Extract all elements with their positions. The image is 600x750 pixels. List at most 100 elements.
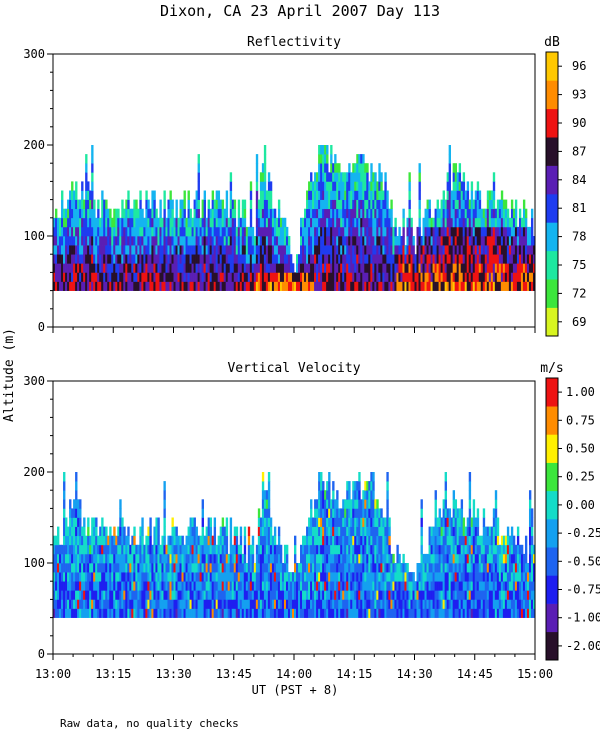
heatmap-cell: [514, 245, 518, 255]
heatmap-cell: [494, 508, 498, 518]
heatmap-cell: [133, 608, 136, 618]
heatmap-cell: [153, 263, 156, 273]
heatmap-cell: [448, 236, 451, 246]
heatmap-cell: [402, 263, 405, 273]
heatmap-cell: [404, 245, 407, 255]
colorbar-unit: dB: [544, 35, 560, 50]
heatmap-cell: [219, 563, 223, 573]
heatmap-cell: [223, 281, 227, 291]
heatmap-cell: [388, 245, 391, 255]
heatmap-cell: [370, 254, 373, 264]
heatmap-cell: [147, 581, 150, 591]
heatmap-cell: [500, 281, 504, 291]
heatmap-cell: [163, 508, 166, 518]
heatmap-cell: [231, 272, 235, 282]
heatmap-cell: [117, 526, 120, 537]
heatmap-cell: [372, 508, 375, 518]
heatmap-cell: [81, 226, 84, 237]
heatmap-cell: [326, 217, 329, 228]
heatmap-cell: [61, 581, 64, 591]
heatmap-cell: [223, 572, 227, 582]
heatmap-cell: [217, 199, 221, 210]
heatmap-cell: [171, 599, 174, 609]
heatmap-cell: [498, 236, 502, 246]
heatmap-cell: [464, 563, 468, 573]
heatmap-cell: [334, 236, 337, 246]
heatmap-cell: [175, 245, 178, 255]
heatmap-cell: [308, 208, 311, 219]
heatmap-cell: [352, 581, 355, 591]
heatmap-cell: [336, 272, 339, 282]
heatmap-cell: [340, 608, 343, 618]
heatmap-cell: [57, 281, 60, 291]
heatmap-cell: [462, 590, 466, 600]
heatmap-cell: [460, 217, 464, 228]
heatmap-cell: [175, 526, 178, 537]
heatmap-cell: [247, 236, 251, 246]
heatmap-cell: [474, 199, 478, 210]
panel-title: Vertical Velocity: [227, 361, 360, 376]
heatmap-cell: [342, 272, 345, 282]
heatmap-cell: [348, 236, 351, 246]
heatmap-cell: [127, 572, 130, 582]
heatmap-cell: [354, 526, 357, 537]
heatmap-cell: [81, 599, 84, 609]
heatmap-cell: [320, 263, 323, 273]
heatmap-cell: [486, 190, 490, 200]
heatmap-cell: [500, 217, 504, 228]
heatmap-cell: [55, 581, 58, 591]
heatmap-cell: [420, 245, 423, 255]
heatmap-cell: [111, 572, 114, 582]
heatmap-cell: [388, 572, 391, 582]
heatmap-cell: [378, 508, 381, 518]
heatmap-cell: [308, 254, 311, 264]
heatmap-cell: [175, 544, 178, 555]
heatmap-cell: [316, 608, 319, 618]
heatmap-cell: [340, 508, 343, 518]
heatmap-cell: [111, 217, 114, 228]
heatmap-cell: [55, 608, 58, 618]
heatmap-cell: [496, 572, 500, 582]
heatmap-cell: [151, 581, 154, 591]
heatmap-cell: [368, 281, 371, 291]
heatmap-cell: [113, 254, 116, 264]
heatmap-cell: [332, 181, 335, 191]
heatmap-cell: [346, 572, 349, 582]
heatmap-cell: [452, 553, 456, 564]
heatmap-cell: [466, 254, 470, 264]
heatmap-cell: [271, 581, 275, 591]
heatmap-cell: [442, 199, 445, 210]
heatmap-cell: [374, 526, 377, 537]
heatmap-cell: [350, 172, 353, 182]
heatmap-cell: [366, 572, 369, 582]
heatmap-cell: [318, 553, 321, 564]
heatmap-cell: [386, 599, 389, 609]
heatmap-cell: [271, 590, 275, 600]
heatmap-cell: [209, 572, 213, 582]
heatmap-cell: [474, 263, 478, 273]
heatmap-cell: [75, 236, 78, 246]
heatmap-cell: [310, 199, 313, 210]
heatmap-cell: [113, 581, 116, 591]
heatmap-cell: [322, 544, 325, 555]
heatmap-cell: [436, 572, 439, 582]
heatmap-cell: [75, 217, 78, 228]
heatmap-cell: [193, 599, 196, 609]
heatmap-cell: [225, 563, 229, 573]
heatmap-cell: [151, 608, 154, 618]
heatmap-cell: [514, 236, 518, 246]
heatmap-cell: [504, 272, 508, 282]
heatmap-cell: [380, 553, 383, 564]
heatmap-cell: [131, 254, 134, 264]
heatmap-cell: [169, 563, 172, 573]
heatmap-cell: [418, 263, 421, 273]
heatmap-cell: [512, 544, 516, 555]
heatmap-cell: [460, 553, 464, 564]
heatmap-cell: [53, 590, 56, 600]
heatmap-cell: [326, 481, 329, 491]
heatmap-cell: [261, 590, 265, 600]
heatmap-cell: [249, 208, 253, 219]
heatmap-cell: [382, 517, 385, 527]
heatmap-cell: [265, 572, 269, 582]
heatmap-cell: [73, 599, 76, 609]
